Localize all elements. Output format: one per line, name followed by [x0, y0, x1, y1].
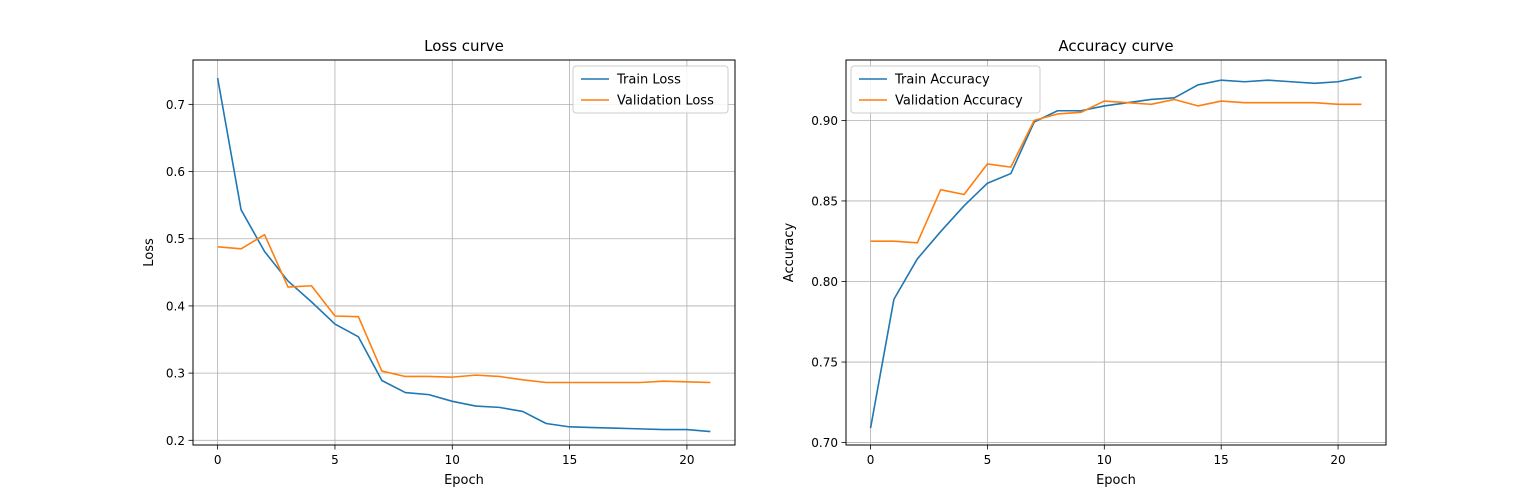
accuracy-y-tick-label: 0.75 [811, 356, 838, 370]
loss-plot-area [193, 60, 735, 445]
loss-legend: Train Loss Validation Loss [572, 65, 729, 114]
accuracy-chart-title: Accuracy curve [1058, 37, 1173, 55]
validation-accuracy-legend-label: Validation Accuracy [895, 94, 1023, 109]
loss-ticks: 0 5 10 15 20 0.2 0.3 0.4 0.5 0.6 0.7 [166, 98, 695, 467]
loss-x-tick-label: 5 [331, 453, 339, 467]
validation-loss-line [217, 233, 711, 384]
loss-series [216, 77, 711, 433]
loss-x-axis-label: Epoch [444, 473, 484, 488]
train-accuracy-line [869, 76, 1362, 429]
loss-chart: 0 5 10 15 20 0.2 0.3 0.4 0.5 0.6 0.7 Loss curve Ep… [142, 37, 736, 488]
accuracy-y-tick-label: 0.70 [811, 436, 838, 450]
accuracy-x-tick-label: 20 [1330, 453, 1345, 467]
loss-y-tick-label: 0.4 [166, 299, 185, 313]
loss-x-tick-label: 10 [445, 453, 460, 467]
accuracy-y-axis-label: Accuracy [782, 223, 797, 283]
accuracy-grid [846, 60, 1386, 445]
accuracy-x-tick-label: 15 [1214, 453, 1229, 467]
accuracy-x-tick-label: 0 [867, 453, 875, 467]
accuracy-chart: 0 5 10 15 20 0.70 0.75 0.80 0.85 0.90 Accuracy cu… [782, 37, 1387, 488]
loss-y-tick-label: 0.7 [166, 98, 185, 112]
train-loss-line [216, 77, 711, 433]
loss-x-tick-label: 0 [214, 453, 222, 467]
accuracy-legend: Train Accuracy Validation Accuracy [850, 65, 1041, 114]
accuracy-ticks: 0 5 10 15 20 0.70 0.75 0.80 0.85 0.90 [811, 114, 1345, 467]
accuracy-y-tick-label: 0.90 [811, 114, 838, 128]
train-loss-legend-label: Train Loss [616, 73, 681, 88]
accuracy-x-tick-label: 10 [1097, 453, 1112, 467]
accuracy-y-tick-label: 0.85 [811, 194, 838, 208]
accuracy-series [869, 76, 1362, 429]
accuracy-legend-box [850, 65, 1041, 114]
accuracy-plot-area [846, 60, 1386, 445]
accuracy-axes-border [845, 59, 1387, 446]
accuracy-x-axis-label: Epoch [1096, 473, 1136, 488]
loss-y-tick-label: 0.5 [166, 232, 185, 246]
accuracy-x-tick-label: 5 [984, 453, 992, 467]
loss-x-tick-label: 15 [562, 453, 577, 467]
accuracy-y-tick-label: 0.80 [811, 275, 838, 289]
loss-chart-title: Loss curve [424, 37, 504, 55]
loss-y-tick-label: 0.2 [166, 434, 185, 448]
loss-y-axis-label: Loss [142, 238, 157, 267]
validation-accuracy-line [870, 98, 1362, 244]
loss-x-tick-label: 20 [679, 453, 694, 467]
loss-y-tick-label: 0.6 [166, 165, 185, 179]
loss-axes-border [192, 59, 736, 446]
validation-loss-legend-label: Validation Loss [617, 94, 714, 109]
loss-legend-box [572, 65, 729, 114]
loss-y-tick-label: 0.3 [166, 367, 185, 381]
train-accuracy-legend-label: Train Accuracy [894, 73, 990, 88]
